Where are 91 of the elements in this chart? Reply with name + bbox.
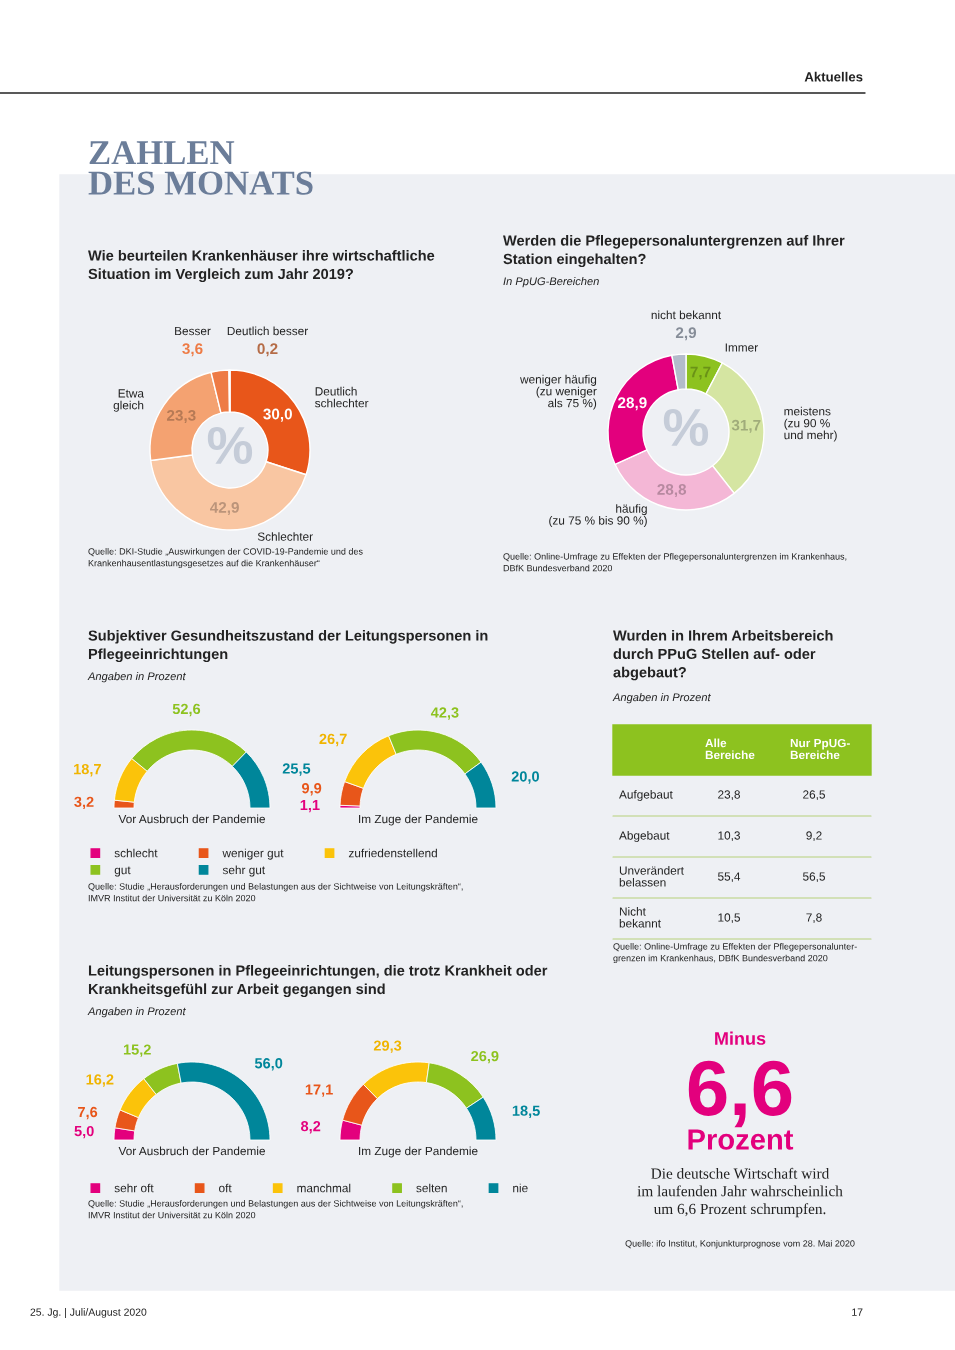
data-label: 25,5 xyxy=(282,763,311,776)
data-label: 23,8 xyxy=(718,790,740,801)
source-note: Quelle: DKI-Studie „Auswirkungen der COVID-19-Pandemie und des Krankenhausentlastungsgesetzes auf die Krankenhäuser“ xyxy=(88,548,363,569)
chart-subtitle: In PpUG-Bereichen xyxy=(503,277,599,288)
slice-label: meistens (zu 90 % und mehr) xyxy=(784,406,837,442)
legend-label: nie xyxy=(513,1183,528,1193)
slice-label: Schlechter xyxy=(257,532,313,541)
data-label: 23,3 xyxy=(166,409,196,423)
data-label: 18,5 xyxy=(512,1105,540,1118)
slice-label: Vor Ausbruch der Pandemie xyxy=(118,814,265,824)
text: Alle Bereiche xyxy=(705,738,755,760)
text: Nur PpUG- Bereiche xyxy=(790,738,850,760)
data-label: 56,0 xyxy=(254,1058,283,1071)
data-label: 31,7 xyxy=(731,419,761,433)
data-label: 26,7 xyxy=(319,733,347,747)
data-label: 5,0 xyxy=(74,1125,94,1139)
legend-label: manchmal xyxy=(297,1183,351,1193)
category-label: Unverändert belassen xyxy=(619,866,684,887)
data-label: 26,5 xyxy=(803,790,825,801)
source-note: Quelle: Online-Umfrage zu Effekten der Pflegepersonaluntergrenzen im Krankenhaus, DBfK Bundesverband 2020 xyxy=(503,553,847,572)
slice-label: Deutlich schlechter xyxy=(315,386,369,408)
data-label: 7,8 xyxy=(806,913,822,924)
text: Minus xyxy=(715,1031,766,1045)
slice-label: Im Zuge der Pandemie xyxy=(359,1146,478,1158)
data-label: 42,9 xyxy=(210,502,239,516)
legend-label: sehr gut xyxy=(222,865,266,877)
legend-label: zufriedenstellend xyxy=(348,848,437,858)
data-label: 10,5 xyxy=(718,913,740,924)
data-label: 3,6 xyxy=(182,343,203,357)
chart-subtitle: Angaben in Prozent xyxy=(87,672,186,683)
data-label: 6,6 xyxy=(688,1060,792,1128)
data-label: 20,0 xyxy=(511,771,539,784)
legend-label: sehr oft xyxy=(114,1183,154,1193)
data-label: 55,4 xyxy=(717,872,741,883)
data-label: 52,6 xyxy=(172,703,201,717)
category-label: Nicht bekannt xyxy=(619,907,661,928)
legend-label: gut xyxy=(114,866,131,877)
slice-label: Immer xyxy=(725,343,758,352)
data-label: 28,9 xyxy=(618,397,647,411)
data-label: 9,9 xyxy=(302,783,322,796)
data-label: 0,2 xyxy=(257,343,278,357)
data-label: 8,2 xyxy=(301,1121,321,1134)
data-label: 26,9 xyxy=(471,1050,499,1064)
legend-label: selten xyxy=(416,1183,447,1193)
data-label: 10,3 xyxy=(718,831,740,842)
slice-label: Deutlich besser xyxy=(227,326,308,336)
text: Wurden in Ihrem Arbeitsbereich durch PPuG Stellen auf- oder abgebaut? xyxy=(613,630,833,681)
chart-title: Subjektiver Gesundheitszustand der Leitungspersonen in Pflegeeinrichtungen xyxy=(88,630,488,663)
text: Angaben in Prozent xyxy=(612,693,711,704)
data-label: 16,2 xyxy=(86,1074,114,1087)
slice-label: häufig (zu 75 % bis 90 %) xyxy=(549,504,647,527)
chart-subtitle: Angaben in Prozent xyxy=(87,1007,186,1018)
data-label: 3,2 xyxy=(74,796,94,810)
slice-label: nicht bekannt xyxy=(651,310,722,320)
text: % xyxy=(663,408,709,447)
chart-title: Leitungspersonen in Pflegeeinrichtungen, die trotz Krankheit oder Krankheitsgefühl zur Arbeit gegangen sind xyxy=(88,965,548,998)
slice-label: Besser xyxy=(175,326,211,336)
data-label: 1,1 xyxy=(300,800,320,813)
chart-title: Werden die Pflegepersonaluntergrenzen auf Ihrer Station eingehalten? xyxy=(503,235,845,268)
data-label: 9,2 xyxy=(806,831,822,842)
data-label: 17,1 xyxy=(305,1084,333,1097)
category-label: Abgebaut xyxy=(619,831,670,842)
slice-label: Etwa gleich xyxy=(113,389,144,412)
source-note: Quelle: Studie „Herausforderungen und Belastungen aus der Sichtweise von Leitungskräften“, IMVR Institut der Universität zu Köln 2020 xyxy=(88,1200,463,1219)
data-label: 42,3 xyxy=(430,707,459,720)
data-label: 7,6 xyxy=(78,1106,98,1120)
source-note: Quelle: ifo Institut, Konjunkturprognose vom 28. Mai 2020 xyxy=(625,1240,855,1249)
data-label: 15,2 xyxy=(123,1044,151,1057)
slice-label: Vor Ausbruch der Pandemie xyxy=(118,1146,265,1156)
text: Aktuelles xyxy=(804,71,863,82)
data-label: 28,8 xyxy=(657,484,687,498)
text: 17 xyxy=(852,1308,863,1316)
data-label: 56,5 xyxy=(802,872,825,883)
text: Die deutsche Wirtschaft wird im laufenden Jahr wahrscheinlich um 6,6 Prozent schrumpfen. xyxy=(637,1167,843,1218)
data-label: 18,7 xyxy=(74,763,101,777)
data-label: 2,9 xyxy=(675,327,697,341)
category-label: Aufgebaut xyxy=(619,790,673,801)
text: ZAHLEN DES MONATS xyxy=(88,141,313,195)
source-note: Quelle: Studie „Herausforderungen und Belastungen aus der Sichtweise von Leitungskräften“, IMVR Institut der Universität zu Köln 2020 xyxy=(88,883,463,902)
legend-label: weniger gut xyxy=(222,848,284,860)
text: 25. Jg. | Juli/August 2020 xyxy=(30,1308,147,1318)
slice-label: Im Zuge der Pandemie xyxy=(359,814,478,826)
text: % xyxy=(207,426,253,465)
legend-label: oft xyxy=(219,1183,232,1193)
chart-title: Wie beurteilen Krankenhäuser ihre wirtschaftliche Situation im Vergleich zum Jahr 2019? xyxy=(88,250,435,283)
legend-label: schlecht xyxy=(114,848,158,858)
source-note: Quelle: Online-Umfrage zu Effekten der Pflegepersonalunter- grenzen im Krankenhaus, DBfK Bundesverband 2020 xyxy=(613,943,857,964)
data-label: 30,0 xyxy=(263,408,292,422)
data-label: 29,3 xyxy=(373,1040,402,1053)
text: Prozent xyxy=(688,1129,794,1150)
slice-label: weniger häufig (zu weniger als 75 %) xyxy=(520,374,597,410)
